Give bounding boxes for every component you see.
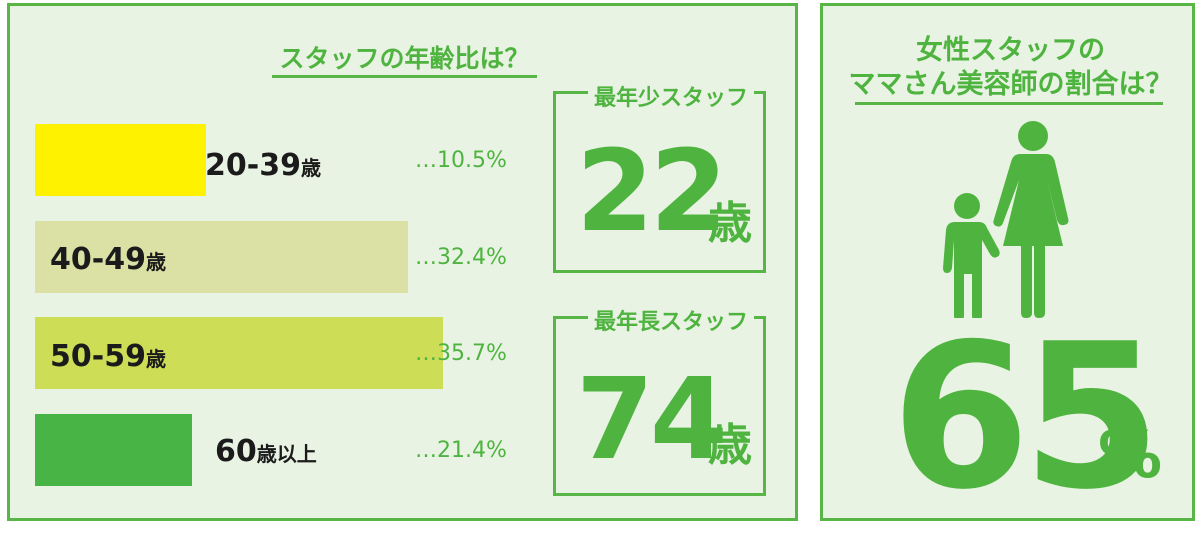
bar-category-label: 20-39歳 (205, 148, 321, 183)
bar-category-label: 60歳以上 (215, 434, 317, 469)
bar-3 (35, 317, 443, 389)
bar-value-label: …21.4% (415, 438, 507, 463)
oldest-age-number: 74 (576, 355, 728, 485)
title-underline (855, 102, 1163, 105)
mama-percent-unit: % (1098, 419, 1163, 493)
mama-title-line1: 女性スタッフの (916, 35, 1105, 66)
bar-category-label: 40-49歳 (50, 242, 166, 277)
mother-and-child-icon (943, 121, 1069, 318)
bar-category-label: 50-59歳 (50, 339, 166, 374)
mama-ratio-panel: 女性スタッフの ママさん美容師の割合は？ 65 % (820, 3, 1195, 521)
oldest-staff-label: 最年長スタッフ (588, 304, 755, 336)
title-underline (272, 75, 537, 78)
bar-2 (35, 221, 408, 293)
bar-value-label: …10.5% (415, 148, 507, 173)
youngest-age-unit: 歳 (708, 198, 752, 249)
bar-value-label: …35.7% (415, 341, 507, 366)
bar-4 (35, 414, 192, 486)
youngest-staff-box: 22 歳 (553, 91, 766, 273)
mama-title-line2: ママさん美容師の割合は？ (848, 69, 1173, 100)
oldest-age-unit: 歳 (708, 420, 752, 471)
youngest-staff-label: 最年少スタッフ (588, 80, 755, 112)
age-ratio-panel: スタッフの年齢比は？ 20-39歳 …10.5% 40-49歳 …32.4% 50-59… (7, 3, 798, 521)
bar-1 (35, 124, 206, 196)
oldest-staff-box: 74 歳 (553, 316, 766, 496)
bar-value-label: …32.4% (415, 245, 507, 270)
mama-percent-value: 65 (891, 301, 1161, 534)
youngest-age-number: 22 (576, 127, 728, 257)
age-ratio-title: スタッフの年齢比は？ (279, 44, 530, 73)
